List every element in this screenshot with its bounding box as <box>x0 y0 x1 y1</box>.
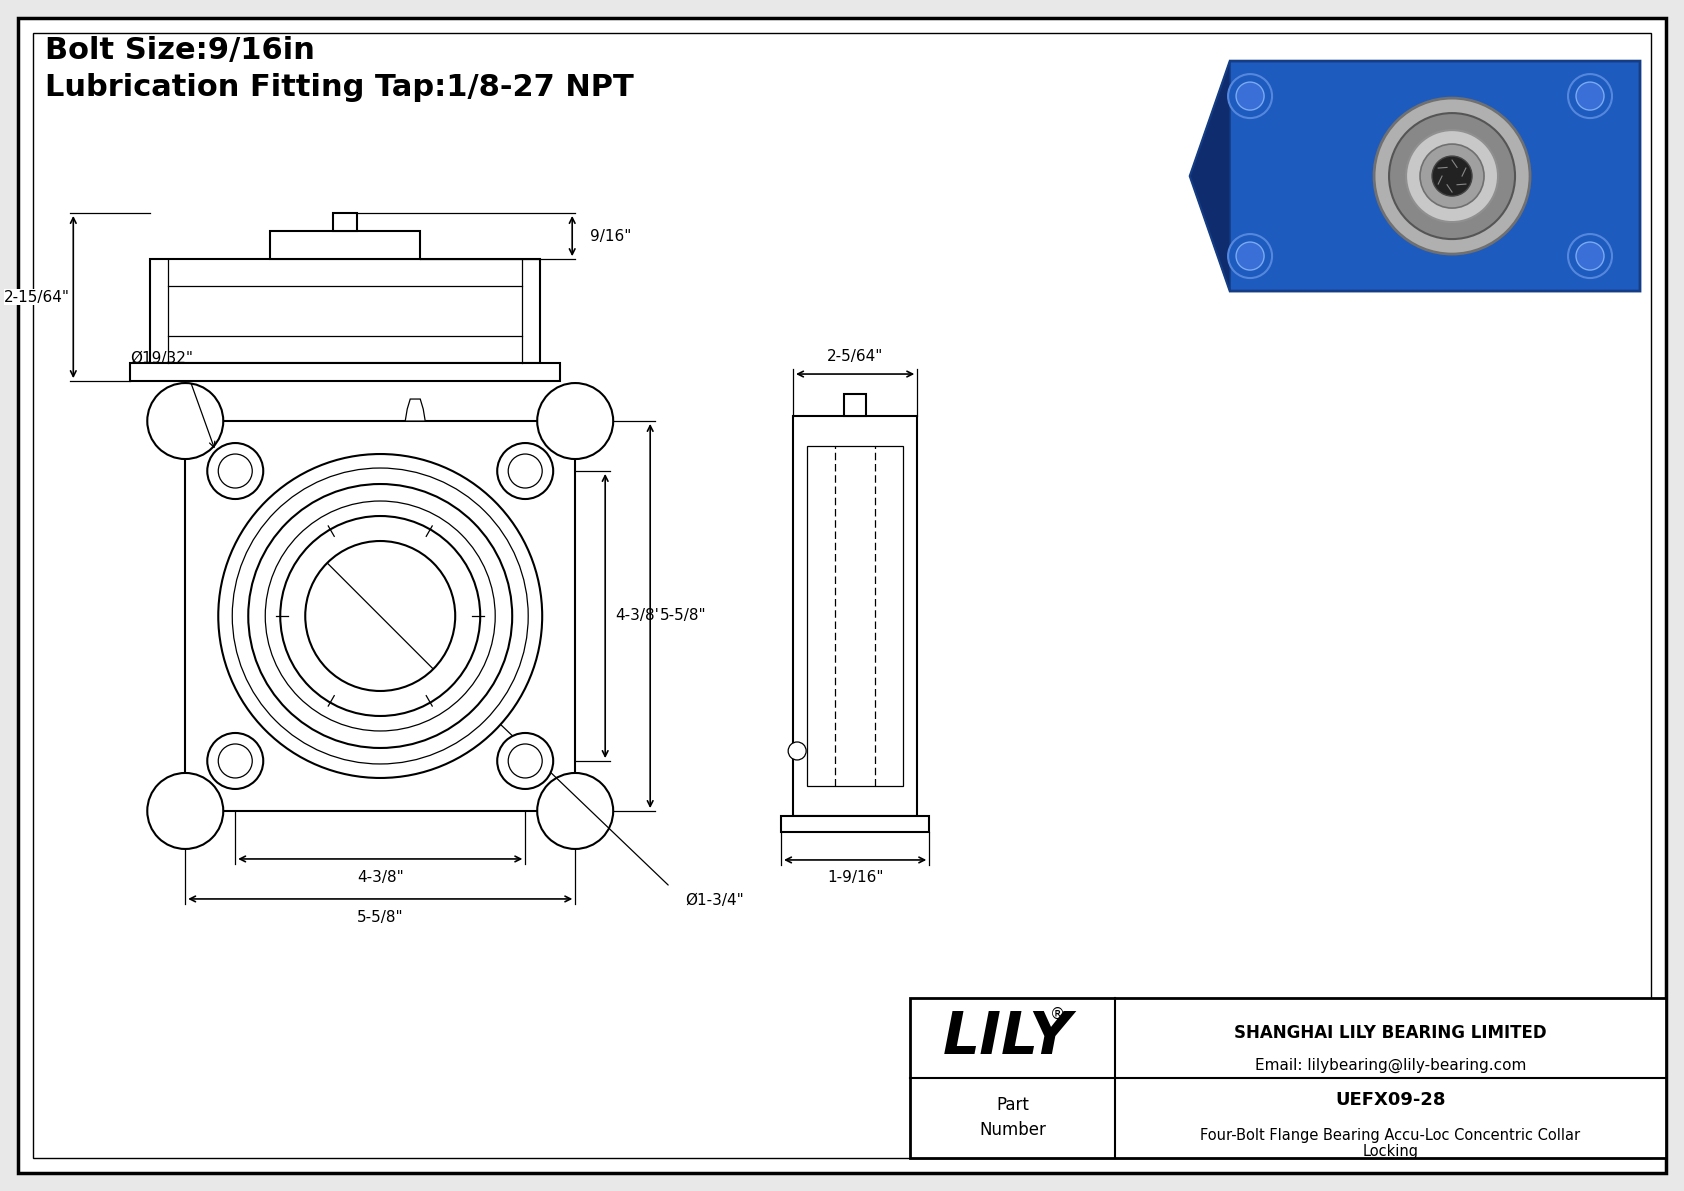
Circle shape <box>497 443 554 499</box>
Bar <box>807 445 903 786</box>
Circle shape <box>1374 98 1531 254</box>
Text: Lubrication Fitting Tap:1/8-27 NPT: Lubrication Fitting Tap:1/8-27 NPT <box>45 73 635 102</box>
Circle shape <box>232 468 529 763</box>
Text: Email: lilybearing@lily-bearing.com: Email: lilybearing@lily-bearing.com <box>1255 1058 1526 1073</box>
Text: 5-5/8": 5-5/8" <box>660 609 707 624</box>
Text: UEFX09-28: UEFX09-28 <box>1335 1091 1447 1109</box>
Circle shape <box>207 732 263 788</box>
Text: 4-3/8": 4-3/8" <box>357 871 404 885</box>
Circle shape <box>537 384 613 459</box>
Text: Ø1-3/4": Ø1-3/4" <box>685 893 744 909</box>
Circle shape <box>1236 242 1265 270</box>
Text: Ø19/32": Ø19/32" <box>130 351 194 366</box>
Circle shape <box>1576 82 1605 110</box>
Circle shape <box>219 454 542 778</box>
Circle shape <box>537 773 613 849</box>
Circle shape <box>147 384 224 459</box>
Bar <box>781 816 930 833</box>
Text: ®: ® <box>1049 1006 1064 1022</box>
Polygon shape <box>1191 61 1229 291</box>
Text: 2-5/64": 2-5/64" <box>827 349 884 363</box>
Polygon shape <box>1191 61 1640 291</box>
Bar <box>909 998 1665 1158</box>
Text: Bolt Size:9/16in: Bolt Size:9/16in <box>45 36 315 66</box>
Circle shape <box>1228 74 1271 118</box>
Circle shape <box>280 516 480 716</box>
Bar <box>185 422 576 811</box>
Text: 5-5/8": 5-5/8" <box>357 910 404 925</box>
Circle shape <box>219 454 253 488</box>
Circle shape <box>1568 235 1612 278</box>
Circle shape <box>1236 82 1265 110</box>
Text: 4-3/8": 4-3/8" <box>615 609 662 624</box>
Polygon shape <box>406 399 426 422</box>
Bar <box>150 260 541 363</box>
Circle shape <box>266 501 495 731</box>
Circle shape <box>509 744 542 778</box>
Bar <box>130 363 561 381</box>
Circle shape <box>1389 113 1516 239</box>
Text: Locking: Locking <box>1362 1145 1418 1159</box>
Circle shape <box>147 773 224 849</box>
Text: 9/16": 9/16" <box>589 229 632 244</box>
Text: 2-15/64": 2-15/64" <box>5 289 71 305</box>
Circle shape <box>305 541 455 691</box>
Circle shape <box>509 454 542 488</box>
Bar <box>269 231 421 260</box>
Circle shape <box>1576 242 1605 270</box>
Text: SHANGHAI LILY BEARING LIMITED: SHANGHAI LILY BEARING LIMITED <box>1234 1024 1548 1042</box>
Circle shape <box>207 443 263 499</box>
Circle shape <box>1568 74 1612 118</box>
Circle shape <box>219 744 253 778</box>
Bar <box>844 394 866 416</box>
Circle shape <box>788 742 807 760</box>
Bar <box>793 416 918 816</box>
Circle shape <box>1420 144 1484 208</box>
Text: 1-9/16": 1-9/16" <box>827 871 884 885</box>
Circle shape <box>497 732 554 788</box>
Circle shape <box>1228 235 1271 278</box>
Text: Four-Bolt Flange Bearing Accu-Loc Concentric Collar: Four-Bolt Flange Bearing Accu-Loc Concen… <box>1201 1128 1581 1143</box>
Text: Part
Number: Part Number <box>978 1097 1046 1140</box>
Circle shape <box>1406 130 1499 222</box>
Circle shape <box>1431 156 1472 197</box>
Circle shape <box>248 484 512 748</box>
Bar <box>333 213 357 231</box>
Text: LILY: LILY <box>943 1010 1073 1066</box>
